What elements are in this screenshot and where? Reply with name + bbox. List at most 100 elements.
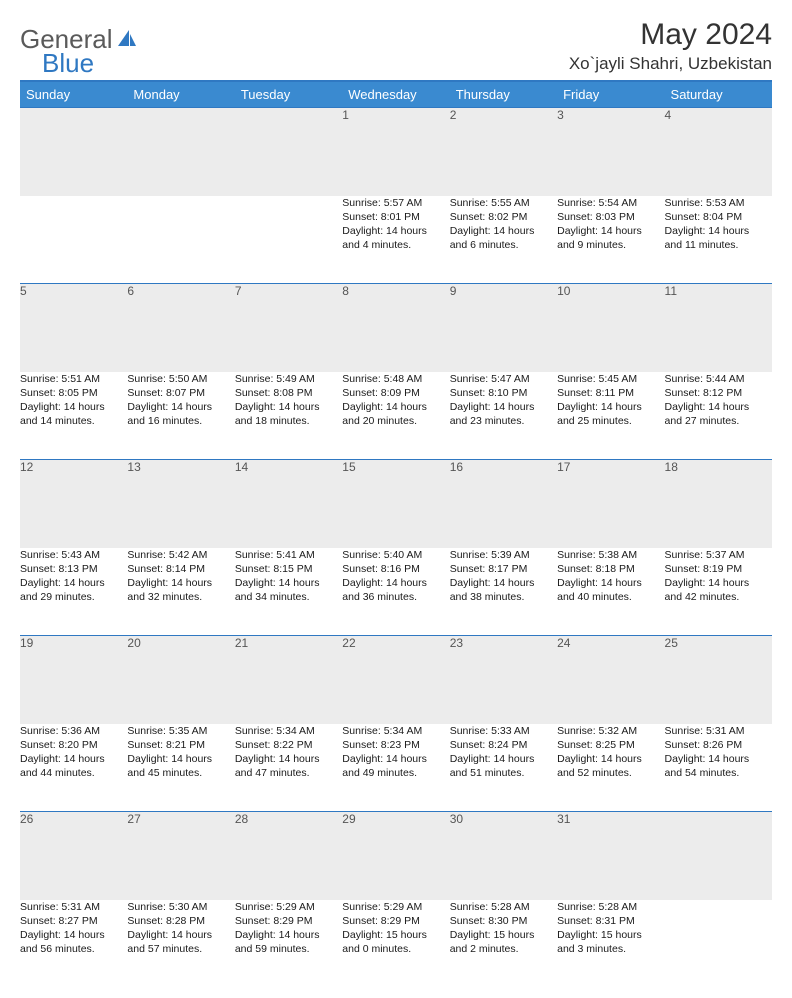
weekday-header-row: Sunday Monday Tuesday Wednesday Thursday…: [20, 82, 772, 108]
sunrise-text: Sunrise: 5:36 AM: [20, 724, 127, 738]
sunrise-text: Sunrise: 5:31 AM: [665, 724, 772, 738]
sunrise-text: Sunrise: 5:31 AM: [20, 900, 127, 914]
day-number: 17: [557, 460, 664, 548]
day2-text: and 11 minutes.: [665, 238, 772, 252]
sunrise-text: Sunrise: 5:32 AM: [557, 724, 664, 738]
day1-text: Daylight: 14 hours: [20, 400, 127, 414]
day-cell: Sunrise: 5:34 AMSunset: 8:23 PMDaylight:…: [342, 724, 449, 812]
sunrise-text: Sunrise: 5:39 AM: [450, 548, 557, 562]
day-cell: Sunrise: 5:28 AMSunset: 8:31 PMDaylight:…: [557, 900, 664, 988]
calendar-body: 1234Sunrise: 5:57 AMSunset: 8:01 PMDayli…: [20, 108, 772, 988]
day2-text: and 57 minutes.: [127, 942, 234, 956]
day-number: 3: [557, 108, 664, 196]
sunset-text: Sunset: 8:20 PM: [20, 738, 127, 752]
day-number: 4: [665, 108, 772, 196]
day2-text: and 51 minutes.: [450, 766, 557, 780]
day1-text: Daylight: 14 hours: [20, 928, 127, 942]
weekday-header: Thursday: [450, 82, 557, 108]
month-title: May 2024: [569, 18, 772, 52]
day1-text: Daylight: 14 hours: [127, 928, 234, 942]
day1-text: Daylight: 14 hours: [342, 576, 449, 590]
day1-text: Daylight: 14 hours: [342, 224, 449, 238]
sunrise-text: Sunrise: 5:57 AM: [342, 196, 449, 210]
day-number: 7: [235, 284, 342, 372]
header: General May 2024 Xo`jayli Shahri, Uzbeki…: [20, 18, 772, 74]
day-data-row: Sunrise: 5:36 AMSunset: 8:20 PM Daylight:…: [20, 724, 772, 812]
day-number: 10: [557, 284, 664, 372]
day-cell: Sunrise: 5:42 AMSunset: 8:14 PMDaylight:…: [127, 548, 234, 636]
day2-text: and 42 minutes.: [665, 590, 772, 604]
day-number: 29: [342, 812, 449, 900]
day-number: 16: [450, 460, 557, 548]
sunrise-text: Sunrise: 5:34 AM: [235, 724, 342, 738]
day2-text: and 45 minutes.: [127, 766, 234, 780]
day-number: 1: [342, 108, 449, 196]
sunrise-text: Sunrise: 5:38 AM: [557, 548, 664, 562]
sunrise-text: Sunrise: 5:37 AM: [665, 548, 772, 562]
sunset-text: Sunset: 8:04 PM: [665, 210, 772, 224]
day2-text: and 38 minutes.: [450, 590, 557, 604]
day2-text: and 20 minutes.: [342, 414, 449, 428]
day1-text: Daylight: 14 hours: [557, 224, 664, 238]
day-cell: Sunrise: 5:30 AMSunset: 8:28 PMDaylight:…: [127, 900, 234, 988]
sunrise-text: Sunrise: 5:47 AM: [450, 372, 557, 386]
sunrise-text: Sunrise: 5:51 AM: [20, 372, 127, 386]
day-number: 31: [557, 812, 664, 900]
day-number: 27: [127, 812, 234, 900]
day2-text: and 9 minutes.: [557, 238, 664, 252]
day-cell: Sunrise: 5:38 AMSunset: 8:18 PMDaylight:…: [557, 548, 664, 636]
day1-text: Daylight: 15 hours: [342, 928, 449, 942]
day2-text: and 49 minutes.: [342, 766, 449, 780]
day-cell: [235, 196, 342, 284]
day-number: 26: [20, 812, 127, 900]
day2-text: and 34 minutes.: [235, 590, 342, 604]
weekday-header: Monday: [127, 82, 234, 108]
day1-text: Daylight: 14 hours: [127, 576, 234, 590]
day2-text: and 54 minutes.: [665, 766, 772, 780]
location: Xo`jayli Shahri, Uzbekistan: [569, 54, 772, 74]
day-number: 28: [235, 812, 342, 900]
day-cell: Sunrise: 5:28 AMSunset: 8:30 PMDaylight:…: [450, 900, 557, 988]
day-number: 14: [235, 460, 342, 548]
day-cell: Sunrise: 5:53 AMSunset: 8:04 PMDaylight:…: [665, 196, 772, 284]
day2-text: and 56 minutes.: [20, 942, 127, 956]
sunset-text: Sunset: 8:19 PM: [665, 562, 772, 576]
sunrise-text: Sunrise: 5:28 AM: [557, 900, 664, 914]
brand-part2: Blue: [42, 48, 94, 79]
day1-text: Daylight: 15 hours: [557, 928, 664, 942]
day1-text: Daylight: 14 hours: [342, 752, 449, 766]
weekday-header: Wednesday: [342, 82, 449, 108]
day1-text: Daylight: 14 hours: [665, 752, 772, 766]
day-number-row: 262728293031: [20, 812, 772, 900]
day-cell: Sunrise: 5:55 AMSunset: 8:02 PMDaylight:…: [450, 196, 557, 284]
day-number: [665, 812, 772, 900]
day2-text: and 4 minutes.: [342, 238, 449, 252]
day-cell: [665, 900, 772, 988]
sunrise-text: Sunrise: 5:29 AM: [235, 900, 342, 914]
day1-text: Daylight: 14 hours: [557, 752, 664, 766]
sunset-text: Sunset: 8:14 PM: [127, 562, 234, 576]
day2-text: and 2 minutes.: [450, 942, 557, 956]
day-cell: Sunrise: 5:45 AMSunset: 8:11 PMDaylight:…: [557, 372, 664, 460]
day-number: 18: [665, 460, 772, 548]
day-cell: Sunrise: 5:39 AMSunset: 8:17 PMDaylight:…: [450, 548, 557, 636]
day-cell: Sunrise: 5:48 AMSunset: 8:09 PMDaylight:…: [342, 372, 449, 460]
day1-text: Daylight: 14 hours: [450, 224, 557, 238]
day-number: 13: [127, 460, 234, 548]
day-number: 6: [127, 284, 234, 372]
day2-text: and 0 minutes.: [342, 942, 449, 956]
day2-text: and 18 minutes.: [235, 414, 342, 428]
day-number: [127, 108, 234, 196]
day-cell: Sunrise: 5:47 AMSunset: 8:10 PMDaylight:…: [450, 372, 557, 460]
sunset-text: Sunset: 8:09 PM: [342, 386, 449, 400]
day1-text: Daylight: 14 hours: [235, 928, 342, 942]
day-number: 8: [342, 284, 449, 372]
sunrise-text: Sunrise: 5:44 AM: [665, 372, 772, 386]
day-number: 24: [557, 636, 664, 724]
day2-text: and 27 minutes.: [665, 414, 772, 428]
sunset-text: Sunset: 8:21 PM: [127, 738, 234, 752]
sunset-text: Sunset: 8:27 PM: [20, 914, 127, 928]
sunrise-text: Sunrise: 5:53 AM: [665, 196, 772, 210]
sunset-text: Sunset: 8:03 PM: [557, 210, 664, 224]
day2-text: and 3 minutes.: [557, 942, 664, 956]
